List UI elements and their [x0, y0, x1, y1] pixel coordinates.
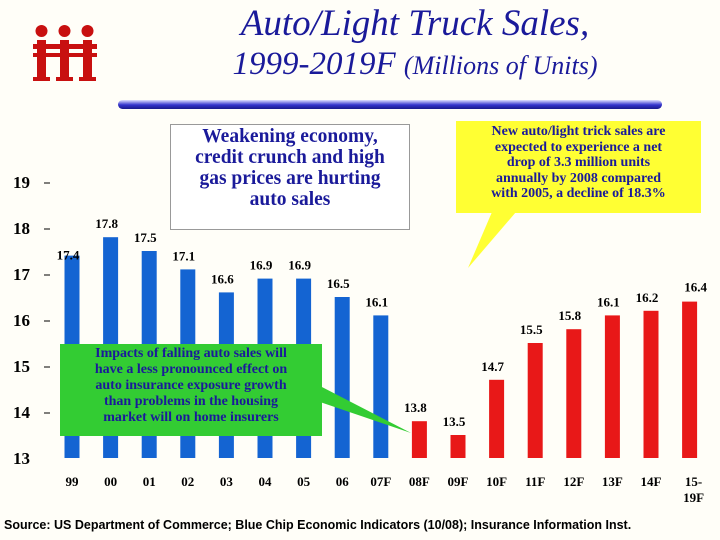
x-tick-label: 13F	[602, 474, 623, 489]
callout-line: annually by 2008 compared	[495, 170, 662, 186]
bar-06	[334, 297, 350, 458]
callout-pointers	[320, 212, 516, 433]
x-tick-label: 12F	[563, 474, 584, 489]
data-label: 16.6	[211, 271, 234, 286]
bar-07F	[373, 315, 389, 458]
callout-line: auto insurance exposure growth	[95, 378, 287, 393]
callout-line: drop of 3.3 million units	[506, 155, 651, 170]
green-callout-pointer	[320, 386, 411, 433]
x-tick-label: 14F	[641, 474, 662, 489]
y-tick-label: 14	[13, 403, 31, 422]
title-years: 1999-2019F	[232, 46, 396, 82]
bar-11F	[527, 343, 543, 458]
y-tick-label: 13	[13, 449, 30, 468]
callout-line: auto sales	[249, 189, 331, 210]
y-tick-label: 16	[13, 311, 30, 330]
forecast-drop-callout: New auto/light trick sales are expected …	[456, 121, 701, 213]
weakening-economy-callout: Weakening economy, credit crunch and hig…	[170, 124, 410, 230]
data-label: 16.1	[365, 294, 388, 309]
x-tick-label: 01	[143, 474, 156, 489]
data-label: 17.1	[172, 248, 195, 263]
y-tick-label: 15	[13, 357, 30, 376]
callout-line: have a less pronounced effect on	[94, 362, 288, 377]
data-label: 16.4	[684, 280, 707, 295]
callout-line: expected to experience a net	[494, 139, 663, 155]
data-label: 13.5	[443, 414, 466, 429]
yellow-callout-pointer	[468, 212, 516, 268]
x-tick-label: 03	[220, 474, 234, 489]
chart-title-line-1: Auto/Light Truck Sales,	[240, 3, 590, 44]
title-underline	[118, 100, 662, 109]
data-label: 14.7	[481, 359, 504, 374]
callout-line: New auto/light trick sales are	[491, 124, 666, 139]
y-tick-label: 19	[13, 173, 30, 192]
x-tick-label: 99	[66, 474, 80, 489]
callout-line: market will on home insurers	[103, 410, 279, 425]
data-label: 16.9	[288, 258, 311, 273]
y-tick-label: 17	[13, 265, 31, 284]
iii-logo-icon	[33, 25, 97, 81]
x-tick-label: 11F	[525, 474, 545, 489]
data-label: 17.4	[57, 248, 80, 263]
y-tick-label: 18	[13, 219, 30, 238]
bar-12F	[566, 329, 582, 458]
callout-line: than problems in the housing	[103, 394, 278, 409]
data-label: 15.8	[558, 308, 581, 323]
x-axis: 99 00 01 02 03 04 05 06 07F 08F 09F 10F 11F 12F 13F 14F…	[66, 474, 705, 505]
x-tick-label: 04	[259, 474, 273, 489]
x-tick-label: 09F	[448, 474, 469, 489]
bar-08F	[411, 421, 427, 458]
source-note: Source: US Department of Commerce; Blue …	[4, 518, 632, 532]
data-label: 15.5	[520, 322, 543, 337]
data-label: 17.8	[95, 216, 118, 231]
data-label: 13.8	[404, 400, 427, 415]
callout-line: Impacts of falling auto sales will	[95, 346, 287, 361]
data-label: 16.2	[636, 290, 659, 305]
callout-line: with 2005, a decline of 18.3%	[491, 186, 666, 201]
x-tick-label: 15-	[685, 474, 702, 489]
callout-line: credit crunch and high	[195, 147, 385, 168]
bar-10F	[489, 379, 505, 458]
x-tick-label: 07F	[370, 474, 391, 489]
x-tick-label: 06	[336, 474, 350, 489]
x-tick-label: 08F	[409, 474, 430, 489]
callout-line: gas prices are hurting	[199, 168, 381, 189]
x-tick-label: 05	[297, 474, 311, 489]
x-tick-label: 02	[181, 474, 194, 489]
data-labels: 17.4 17.8 17.5 17.1 16.6 16.9 16.9 16.5 16.1 13.8…	[57, 216, 708, 429]
bar-15-19F	[682, 301, 698, 458]
bar-09F	[450, 435, 466, 458]
x-tick-label: 19F	[683, 490, 704, 505]
callout-line: Weakening economy,	[202, 126, 378, 147]
y-axis: 13 14 15 16 17 18 19	[13, 173, 50, 468]
data-label: 17.5	[134, 230, 157, 245]
chart-title-line-2: 1999-2019F (Millions of Units)	[120, 46, 710, 83]
title-units: (Millions of Units)	[403, 51, 598, 80]
x-tick-label: 10F	[486, 474, 507, 489]
bar-14F	[643, 310, 659, 458]
x-tick-label: 00	[104, 474, 117, 489]
data-label: 16.5	[327, 276, 350, 291]
data-label: 16.1	[597, 294, 620, 309]
insurance-impact-callout: Impacts of falling auto sales will have …	[60, 344, 322, 436]
bar-13F	[604, 315, 620, 458]
data-label: 16.9	[250, 258, 273, 273]
